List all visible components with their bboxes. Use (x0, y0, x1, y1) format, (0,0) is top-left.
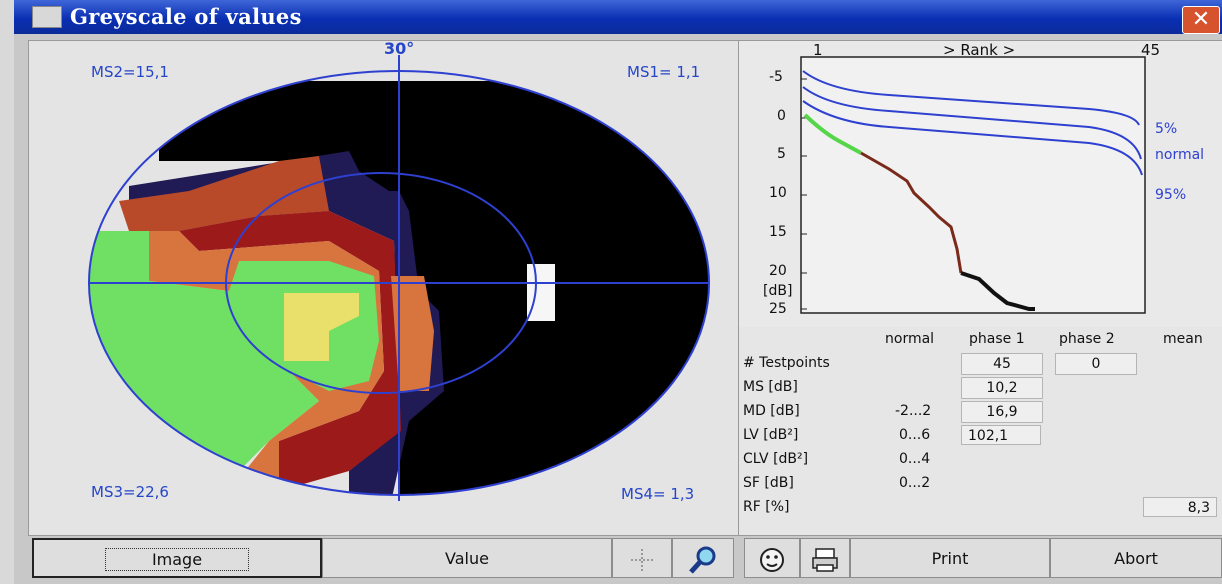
clv-normal: 0...4 (899, 451, 931, 467)
analysis-panel: 1 > Rank > 45 -5 0 5 10 15 20 [dB] 25 5%… (738, 40, 1222, 536)
percentile-95-curve (802, 100, 1143, 176)
header-mean: mean (1163, 331, 1203, 347)
y-tick-label: 10 (769, 185, 787, 201)
patient-curve-green (803, 113, 862, 155)
field-redbrown-region (119, 156, 329, 231)
y-tick-label: 25 (769, 301, 787, 317)
field-darkred-region (179, 211, 401, 491)
print-button[interactable]: Print (850, 538, 1050, 578)
row-label: SF [dB] (743, 475, 794, 491)
face-button[interactable] (744, 538, 800, 578)
header-normal: normal (885, 331, 935, 347)
title-bar: Greyscale of values ✕ (14, 0, 1222, 34)
header-phase1: phase 1 (969, 331, 1025, 347)
y-unit-label: [dB] (763, 283, 793, 299)
window-icon (32, 6, 62, 28)
ms3-label: MS3=22,6 (91, 483, 169, 501)
lv-normal: 0...6 (899, 427, 931, 443)
legend-normal: normal (1155, 147, 1205, 163)
field-yellow-region (284, 293, 359, 361)
row-label: MS [dB] (743, 379, 798, 395)
percentile-5-curve (802, 70, 1140, 126)
testpoints-phase1: 45 (961, 353, 1043, 375)
row-label: # Testpoints (743, 355, 830, 371)
printer-icon (812, 547, 838, 572)
testpoints-phase2: 0 (1055, 353, 1137, 375)
stats-table: normal phase 1 phase 2 mean # Testpoints… (739, 327, 1222, 535)
degree-label: 30° (384, 39, 415, 58)
image-button-label: Image (104, 548, 250, 571)
visual-field-panel: 30° MS2=15,1 MS1= 1,1 MS3=22,6 MS4= 1,3 (28, 39, 740, 536)
md-normal: -2...2 (895, 403, 932, 419)
window-title: Greyscale of values (70, 4, 302, 29)
field-black-region (159, 81, 709, 495)
value-button[interactable]: Value (322, 538, 612, 578)
image-button[interactable]: Image (32, 538, 322, 578)
abort-button[interactable]: Abort (1050, 538, 1222, 578)
header-phase2: phase 2 (1059, 331, 1115, 347)
greyscale-window: Greyscale of values ✕ (14, 0, 1222, 584)
bebie-curve-chart: 1 > Rank > 45 -5 0 5 10 15 20 [dB] 25 5%… (739, 41, 1222, 323)
rank-end: 45 (1141, 41, 1161, 59)
field-navy-region (129, 151, 444, 495)
crosshair-icon (631, 548, 653, 571)
field-orange-strip (391, 276, 434, 391)
lv-phase1: 102,1 (961, 425, 1041, 445)
row-label: LV [dB²] (743, 427, 799, 443)
row-label: MD [dB] (743, 403, 800, 419)
row-label: CLV [dB²] (743, 451, 809, 467)
row-label: RF [%] (743, 499, 790, 515)
rf-mean: 8,3 (1143, 497, 1217, 517)
curve-plot-frame (800, 56, 1146, 314)
button-bar: Image Value (28, 536, 1222, 582)
patient-curve-black (960, 271, 1035, 311)
legend-5-percent: 5% (1155, 121, 1178, 137)
y-tick-label: 0 (777, 108, 786, 124)
patient-curve-red (860, 151, 963, 274)
rank-label: > Rank > (943, 41, 1016, 59)
rank-start: 1 (813, 41, 823, 59)
ms4-label: MS4= 1,3 (621, 485, 695, 503)
normal-curve (802, 86, 1142, 160)
printer-icon-button[interactable] (800, 538, 850, 578)
zoom-button[interactable] (672, 538, 734, 578)
md-phase1: 16,9 (961, 401, 1043, 423)
sf-normal: 0...2 (899, 475, 931, 491)
face-icon (760, 547, 784, 572)
visual-field-map (88, 55, 710, 501)
ms-phase1: 10,2 (961, 377, 1043, 399)
y-tick-label: 20 (769, 263, 787, 279)
magnifier-icon (689, 546, 716, 574)
legend-95-percent: 95% (1155, 187, 1187, 203)
y-tick-label: 15 (769, 224, 787, 240)
ms1-label: MS1= 1,1 (627, 63, 701, 81)
y-tick-label: -5 (769, 69, 783, 85)
ms2-label: MS2=15,1 (91, 63, 169, 81)
crosshair-button[interactable] (612, 538, 672, 578)
y-tick-label: 5 (777, 146, 786, 162)
bebie-curve-svg (800, 56, 1146, 314)
close-button[interactable]: ✕ (1182, 6, 1220, 34)
